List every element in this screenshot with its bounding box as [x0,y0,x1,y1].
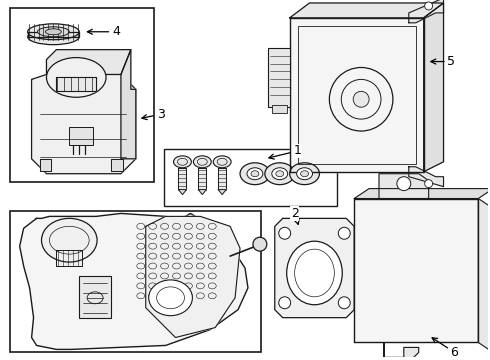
Bar [268,48,290,107]
Polygon shape [424,3,443,172]
Text: 1: 1 [269,144,301,159]
Polygon shape [218,168,226,190]
Ellipse shape [279,227,291,239]
Polygon shape [409,0,443,23]
Ellipse shape [213,156,231,168]
Polygon shape [354,189,490,198]
Polygon shape [56,77,96,91]
Bar [69,127,93,145]
Ellipse shape [194,156,211,168]
Text: 6: 6 [432,338,458,359]
Polygon shape [379,174,429,198]
Ellipse shape [47,58,106,97]
Polygon shape [290,3,443,18]
Ellipse shape [265,163,294,185]
Polygon shape [384,342,419,360]
Ellipse shape [338,297,350,309]
Ellipse shape [240,163,270,185]
Ellipse shape [296,168,313,180]
Polygon shape [31,75,136,174]
Polygon shape [478,198,490,352]
Ellipse shape [46,29,61,35]
Bar [10,8,154,182]
Ellipse shape [300,171,309,177]
Polygon shape [198,190,206,194]
Polygon shape [27,32,79,37]
Ellipse shape [42,219,97,262]
Polygon shape [290,18,424,172]
Ellipse shape [148,280,193,316]
Bar [297,26,416,164]
Ellipse shape [251,171,259,177]
Ellipse shape [425,2,433,10]
Polygon shape [198,168,206,190]
Polygon shape [20,213,248,350]
Ellipse shape [247,168,263,180]
Polygon shape [178,168,186,190]
Ellipse shape [279,297,291,309]
Ellipse shape [290,163,319,185]
Bar [164,149,337,207]
Ellipse shape [338,227,350,239]
Ellipse shape [272,168,288,180]
Polygon shape [56,250,82,266]
Ellipse shape [38,27,69,37]
Bar [79,276,111,318]
Ellipse shape [276,171,284,177]
Text: 4: 4 [87,25,120,38]
Ellipse shape [353,91,369,107]
Text: 3: 3 [142,108,165,121]
Ellipse shape [287,241,343,305]
Polygon shape [275,219,354,318]
Ellipse shape [27,29,79,45]
Polygon shape [40,159,51,171]
Ellipse shape [27,24,79,40]
Polygon shape [178,190,186,194]
Polygon shape [354,198,478,342]
Ellipse shape [425,180,433,188]
Polygon shape [146,216,240,337]
Polygon shape [121,50,136,159]
Polygon shape [111,159,123,171]
Bar [272,105,287,113]
Text: 5: 5 [431,55,456,68]
Text: 2: 2 [291,207,299,224]
Polygon shape [47,50,131,75]
Ellipse shape [253,237,267,251]
Polygon shape [218,190,226,194]
Ellipse shape [173,156,192,168]
Ellipse shape [397,177,411,190]
Bar [10,211,261,352]
Polygon shape [409,167,443,186]
